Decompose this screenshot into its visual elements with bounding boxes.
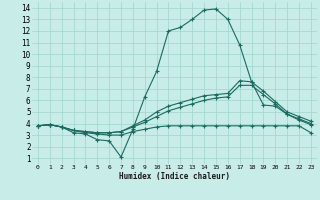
X-axis label: Humidex (Indice chaleur): Humidex (Indice chaleur) — [119, 172, 230, 181]
